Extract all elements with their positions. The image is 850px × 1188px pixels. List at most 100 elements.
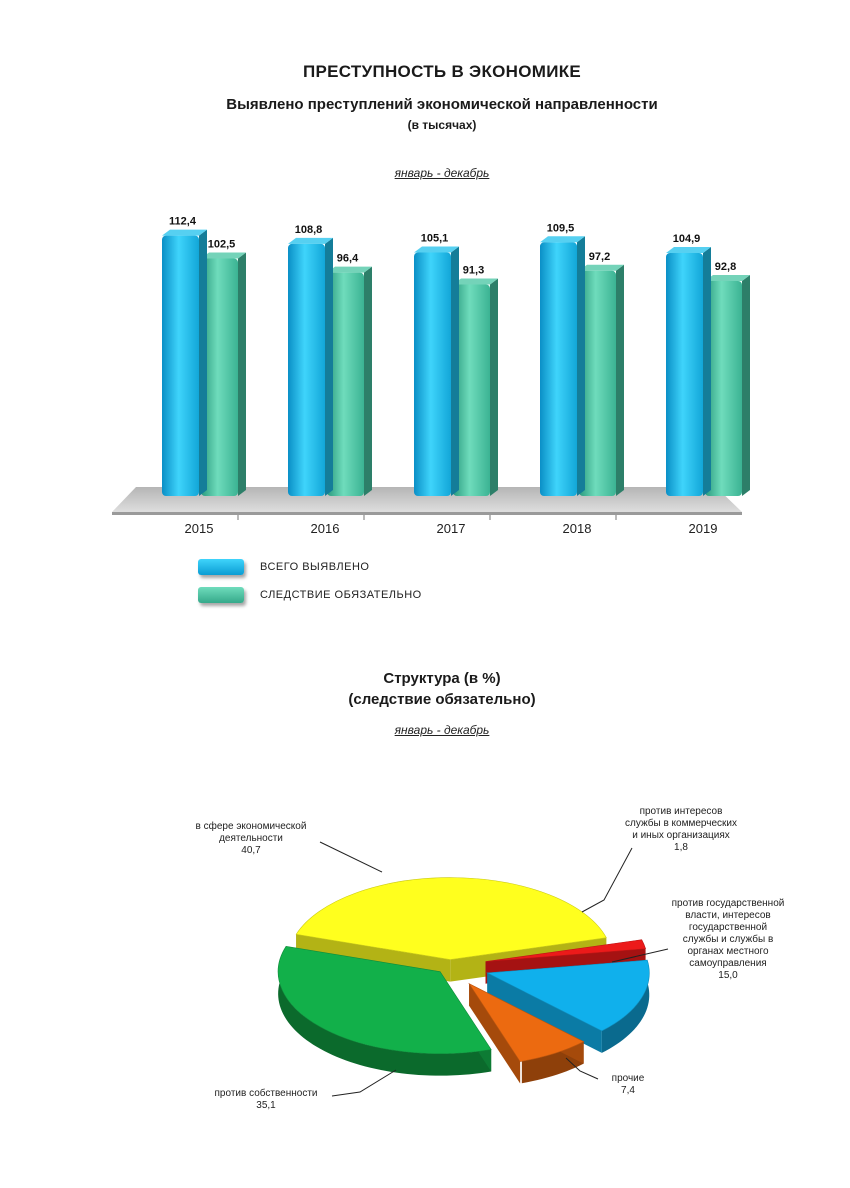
page-title: ПРЕСТУПНОСТЬ В ЭКОНОМИКЕ bbox=[302, 62, 582, 81]
bar-top bbox=[666, 246, 711, 253]
value-label: 97,2 bbox=[589, 251, 610, 263]
x-tick-label: 2017 bbox=[437, 521, 466, 536]
pie-slices-group bbox=[277, 877, 650, 1084]
floor-edge bbox=[112, 512, 742, 515]
bar-investigation-2018 bbox=[579, 270, 616, 496]
pie-label-economic-value: 40,7 bbox=[241, 845, 261, 856]
pie-label-commercial-value: 1,8 bbox=[674, 842, 688, 853]
pie-chart-title: Структура (в %) (следствие обязательно) bbox=[0, 668, 850, 710]
x-tick-label: 2018 bbox=[563, 521, 592, 536]
legend-label-investigation: СЛЕДСТВИЕ ОБЯЗАТЕЛЬНО bbox=[260, 589, 422, 601]
pie-label-economic-line2: деятельности bbox=[219, 833, 283, 844]
pie-label-commercial-line3: и иных организациях bbox=[632, 830, 730, 841]
bar-total-2018 bbox=[540, 242, 577, 496]
leader-state bbox=[611, 948, 669, 963]
bar-top bbox=[579, 264, 624, 271]
bar-side bbox=[199, 229, 207, 496]
pie-label-state-value: 15,0 bbox=[718, 970, 738, 981]
leader-economic bbox=[319, 841, 383, 873]
pie-label-state-line6: самоуправления bbox=[689, 958, 767, 969]
bar-investigation-2016 bbox=[327, 272, 364, 496]
bar-side bbox=[451, 246, 459, 496]
legend-swatch-investigation bbox=[198, 587, 244, 603]
pie-slice-top bbox=[277, 946, 492, 1054]
value-label: 108,8 bbox=[295, 224, 323, 236]
pie-chart bbox=[277, 841, 669, 1097]
chart-subtitle: Выявлено преступлений экономической напр… bbox=[226, 96, 658, 113]
leader-other bbox=[565, 1057, 599, 1080]
pie-subtitle-line: (следствие обязательно) bbox=[348, 691, 536, 708]
value-label: 104,9 bbox=[673, 233, 701, 245]
x-tick-labels-group: 2015 2016 2017 2018 2019 bbox=[185, 521, 718, 536]
bar-top bbox=[288, 237, 333, 244]
pie-label-state-line2: власти, интересов bbox=[685, 910, 771, 921]
bar-chart-period: январь - декабрь bbox=[394, 166, 490, 180]
value-label: 112,4 bbox=[169, 216, 197, 228]
bar-investigation-2017 bbox=[453, 284, 490, 496]
bar-chart: 102,5 112,4 96,4 108,8 91,3 105,1 97,2 109,5 92,… bbox=[112, 216, 750, 536]
pie-label-property: против собственности 35,1 bbox=[196, 1088, 336, 1112]
pie-label-economic: в сфере экономической деятельности 40,7 bbox=[168, 821, 334, 857]
x-tick-label: 2019 bbox=[689, 521, 718, 536]
pie-slice-property bbox=[277, 946, 492, 1076]
pie-label-state-line1: против государственной bbox=[671, 898, 785, 909]
leader-property bbox=[331, 1069, 397, 1097]
x-tick-label: 2016 bbox=[311, 521, 340, 536]
pie-label-other: прочие 7,4 bbox=[598, 1073, 658, 1097]
bar-top bbox=[414, 246, 459, 253]
value-label: 105,1 bbox=[421, 232, 449, 244]
pie-label-commercial: против интересов службы в коммерческих и… bbox=[596, 806, 766, 854]
pie-slice-top bbox=[295, 877, 607, 960]
bar-side bbox=[364, 266, 372, 496]
pie-title-line: Структура (в %) bbox=[383, 670, 501, 687]
x-tick-label: 2015 bbox=[185, 521, 214, 536]
value-label: 96,4 bbox=[337, 253, 359, 265]
pie-label-commercial-line2: службы в коммерческих bbox=[625, 818, 737, 829]
pie-slice-wall bbox=[487, 972, 602, 1053]
pie-slice-other bbox=[468, 982, 585, 1084]
pie-label-state-line5: органах местного bbox=[687, 946, 769, 957]
value-label: 109,5 bbox=[547, 222, 575, 234]
pie-slice-top bbox=[486, 959, 650, 1032]
legend-item-investigation: СЛЕДСТВИЕ ОБЯЗАТЕЛЬНО bbox=[198, 584, 422, 606]
pie-slice-top bbox=[485, 939, 646, 962]
bar-side bbox=[490, 278, 498, 496]
legend-swatch-total bbox=[198, 559, 244, 575]
pie-chart-period: январь - декабрь bbox=[394, 723, 490, 737]
unit-label: (в тысячах) bbox=[407, 118, 477, 132]
bar-top bbox=[705, 274, 750, 281]
pie-slice-top bbox=[468, 982, 585, 1062]
bar-top bbox=[540, 236, 585, 243]
pie-leader-lines bbox=[319, 841, 669, 1097]
bar-total-2015 bbox=[162, 235, 199, 496]
pie-label-commercial-line1: против интересов bbox=[639, 806, 723, 817]
value-label: 102,5 bbox=[208, 239, 236, 251]
pie-slice-side bbox=[278, 946, 492, 1076]
bar-side bbox=[616, 264, 624, 496]
legend: ВСЕГО ВЫЯВЛЕНО СЛЕДСТВИЕ ОБЯЗАТЕЛЬНО bbox=[198, 556, 422, 606]
legend-item-total: ВСЕГО ВЫЯВЛЕНО bbox=[198, 556, 422, 578]
bars-group bbox=[162, 229, 750, 496]
value-label: 92,8 bbox=[715, 261, 736, 273]
pie-label-property-line1: против собственности bbox=[214, 1088, 318, 1099]
pie-slice-side bbox=[601, 960, 650, 1053]
pie-label-state-line4: службы и службы в bbox=[682, 934, 774, 945]
bar-side bbox=[238, 252, 246, 496]
bar-investigation-2015 bbox=[201, 258, 238, 496]
bar-total-2017 bbox=[414, 252, 451, 496]
pie-label-state-line3: государственной bbox=[688, 922, 768, 933]
bar-investigation-2019 bbox=[705, 280, 742, 496]
bar-top bbox=[453, 278, 498, 285]
pie-label-other-line1: прочие bbox=[611, 1073, 645, 1084]
bar-top bbox=[327, 266, 372, 273]
pie-label-economic-line1: в сфере экономической bbox=[195, 821, 307, 832]
pie-slice-wall bbox=[469, 983, 521, 1084]
bar-side bbox=[577, 236, 585, 496]
bar-side bbox=[742, 274, 750, 496]
value-label: 91,3 bbox=[463, 264, 484, 276]
leader-commercial bbox=[581, 847, 633, 913]
bar-side bbox=[325, 237, 333, 496]
pie-label-state: против государственной власти, интересов… bbox=[646, 898, 810, 982]
value-labels-group: 102,5 112,4 96,4 108,8 91,3 105,1 97,2 109,5 92,… bbox=[169, 216, 736, 277]
bar-top bbox=[162, 229, 207, 236]
